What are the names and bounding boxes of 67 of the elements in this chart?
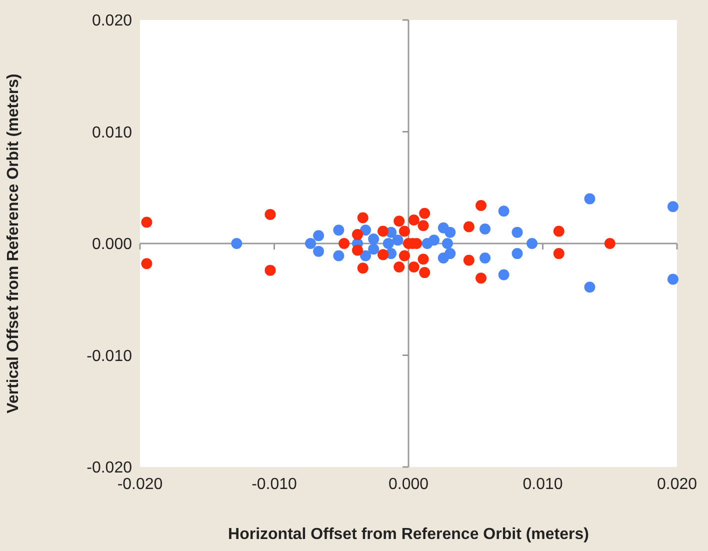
point: [498, 206, 510, 217]
x-tick-label: 0.010: [522, 476, 563, 493]
x-tick-label: -0.010: [252, 476, 298, 493]
point: [304, 238, 316, 249]
point: [231, 238, 242, 249]
point: [480, 223, 491, 234]
point: [360, 250, 372, 262]
point: [444, 248, 456, 260]
point: [377, 249, 388, 260]
point: [394, 261, 405, 272]
point: [512, 226, 523, 238]
point: [418, 254, 429, 265]
point: [498, 269, 510, 280]
point: [463, 221, 474, 232]
point: [382, 238, 394, 249]
y-tick-label: -0.010: [86, 348, 132, 365]
point: [398, 226, 410, 237]
point: [392, 234, 404, 246]
point: [463, 254, 474, 266]
point: [553, 226, 564, 237]
point: [408, 261, 420, 272]
point: [264, 264, 276, 276]
point: [398, 250, 410, 262]
point: [418, 220, 429, 232]
point: [553, 248, 564, 260]
point: [442, 238, 453, 249]
x-tick-label: -0.020: [117, 476, 163, 493]
point: [475, 272, 486, 284]
point: [428, 234, 440, 246]
point: [352, 229, 363, 240]
x-axis-title: Horizontal Offset from Reference Orbit (meters): [228, 526, 589, 543]
point: [604, 238, 616, 249]
point: [584, 282, 596, 293]
y-tick-label: -0.020: [86, 460, 132, 477]
point: [584, 193, 596, 204]
point: [333, 250, 344, 262]
point: [141, 216, 152, 228]
point: [377, 226, 388, 237]
point: [667, 274, 678, 285]
point: [444, 226, 456, 238]
y-axis-title: Vertical Offset from Reference Orbit (meters): [5, 74, 22, 414]
point: [357, 262, 368, 274]
point: [368, 234, 380, 245]
point: [667, 201, 678, 212]
x-tick-label: 0.000: [388, 476, 429, 493]
y-tick-label: 0.000: [92, 236, 132, 254]
point: [338, 238, 350, 249]
x-tick-label: 0.020: [656, 476, 698, 493]
point: [368, 244, 380, 255]
point: [352, 244, 363, 256]
point: [480, 252, 491, 264]
point: [419, 267, 430, 278]
point: [394, 216, 405, 227]
y-tick-label: 0.010: [92, 124, 132, 142]
point: [141, 258, 152, 270]
point: [512, 248, 523, 260]
point: [313, 246, 324, 257]
point: [408, 214, 420, 226]
point: [333, 224, 344, 236]
point: [360, 224, 372, 236]
point: [264, 208, 276, 220]
point: [357, 212, 368, 224]
point: [475, 200, 486, 211]
point: [419, 208, 430, 219]
point: [526, 238, 538, 249]
y-tick-label: 0.020: [92, 12, 132, 30]
point: [313, 230, 324, 242]
